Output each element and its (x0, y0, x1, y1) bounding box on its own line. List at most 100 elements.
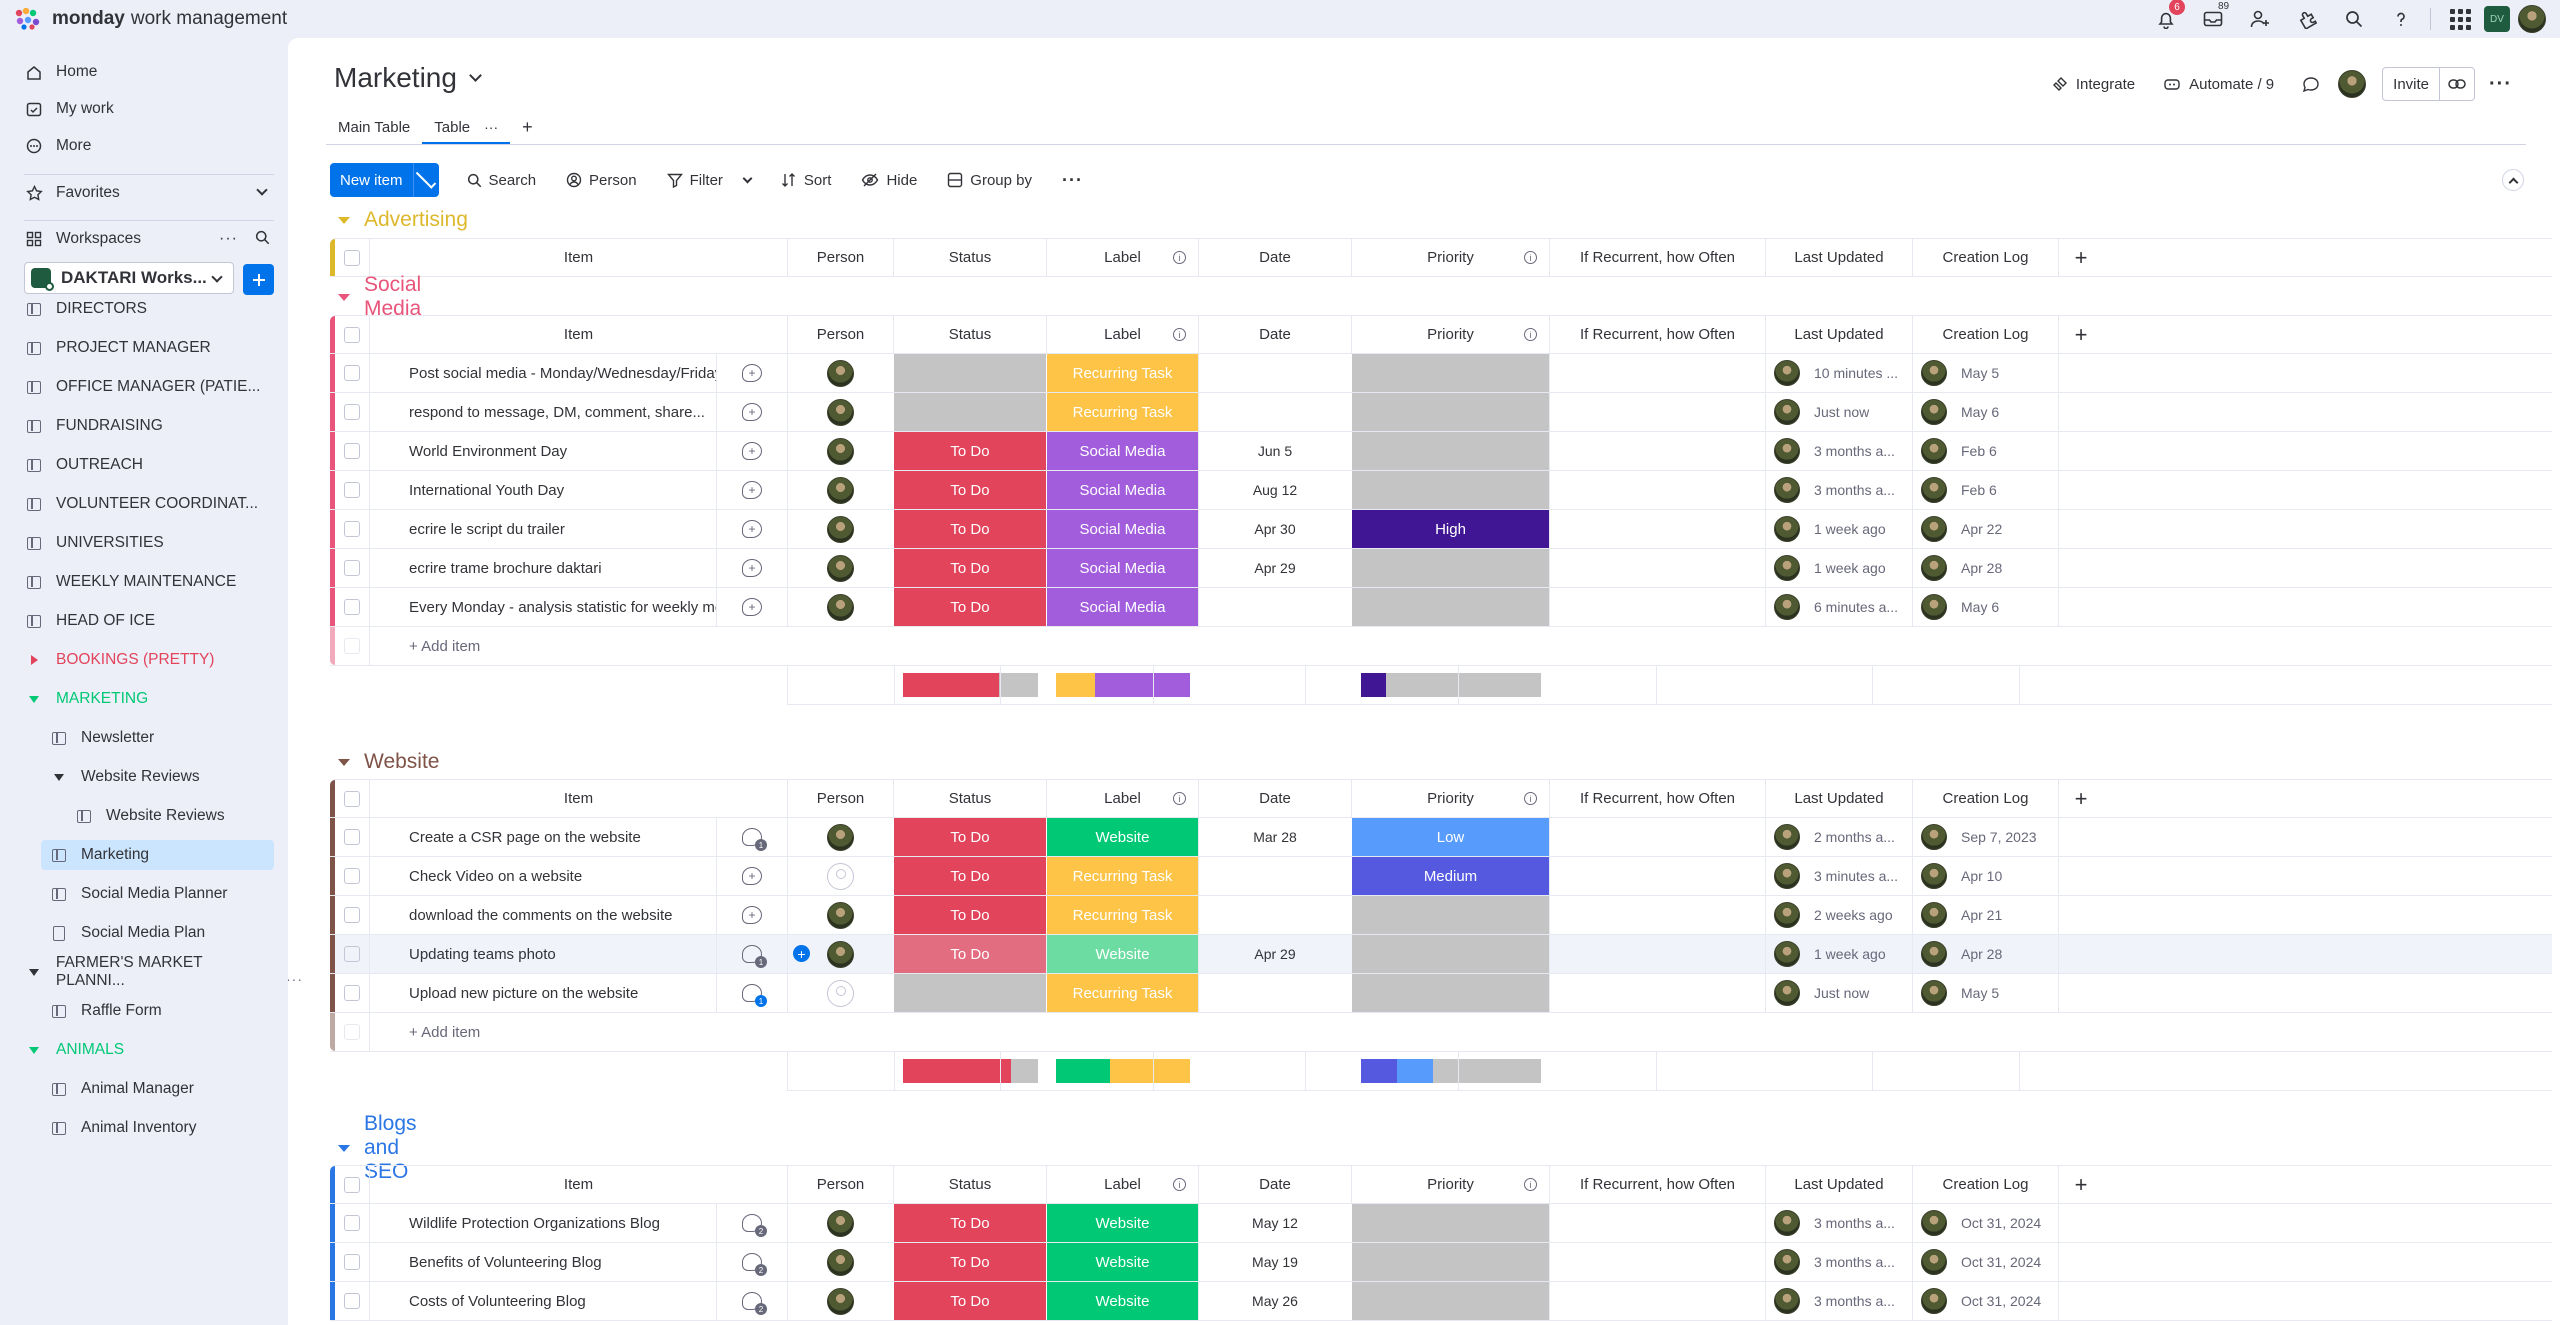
item-updates-cell[interactable]: 2 (716, 1204, 787, 1242)
priority-summary-bar[interactable] (1361, 673, 1541, 697)
invite-button[interactable]: Invite (2382, 67, 2476, 101)
add-update-icon[interactable]: + (742, 598, 762, 616)
date-cell[interactable] (1198, 857, 1351, 895)
person-cell[interactable] (787, 588, 893, 626)
item-name[interactable]: Costs of Volunteering Blog (369, 1282, 716, 1320)
column-header[interactable]: Status (893, 1166, 1046, 1203)
item-name[interactable]: Check Video on a website (369, 857, 716, 895)
sidebar-item[interactable]: Newsletter (49, 723, 274, 753)
date-cell[interactable]: May 19 (1198, 1243, 1351, 1281)
item-updates-cell[interactable]: + (716, 393, 787, 431)
column-header[interactable]: Status (893, 780, 1046, 817)
priority-summary-bar[interactable] (1361, 1059, 1541, 1083)
help-icon[interactable] (2377, 0, 2424, 38)
group-by-button[interactable]: Group by (947, 172, 1032, 189)
copy-link-icon[interactable] (2440, 78, 2474, 90)
item-name[interactable]: Post social media - Monday/Wednesday/Fri… (369, 354, 716, 392)
item-name[interactable]: Every Monday - analysis statistic for we… (369, 588, 716, 626)
person-cell[interactable] (787, 896, 893, 934)
label-pill[interactable]: Website (1047, 1204, 1198, 1242)
table-row[interactable]: Wildlife Protection Organizations Blog 2 T… (330, 1204, 2552, 1243)
person-cell[interactable] (787, 1243, 893, 1281)
item-name[interactable]: Benefits of Volunteering Blog (369, 1243, 716, 1281)
notifications-bell-icon[interactable]: 6 (2142, 0, 2189, 38)
tab-table[interactable]: Table ··· (422, 112, 511, 144)
status-pill[interactable]: To Do (894, 857, 1046, 895)
label-pill[interactable]: Recurring Task (1047, 896, 1198, 934)
item-updates-cell[interactable]: + (716, 354, 787, 392)
column-header[interactable]: Status (893, 239, 1046, 276)
label-pill[interactable]: Website (1047, 1282, 1198, 1320)
column-header[interactable]: Person (787, 239, 893, 276)
table-row[interactable]: Upload new picture on the website 1 Recurr… (330, 974, 2552, 1013)
recurrence-cell[interactable] (1549, 471, 1765, 509)
column-header[interactable]: Creation Log (1912, 316, 2058, 353)
person-cell[interactable] (787, 354, 893, 392)
sidebar-item[interactable]: PROJECT MANAGER (24, 333, 274, 363)
column-header[interactable]: Date (1198, 1166, 1351, 1203)
info-icon[interactable]: i (1524, 792, 1537, 805)
label-pill[interactable]: Recurring Task (1047, 857, 1198, 895)
sidebar-favorites[interactable]: Favorites (24, 178, 274, 208)
sidebar-item[interactable]: VOLUNTEER COORDINAT... (24, 489, 274, 519)
table-row[interactable]: Updating teams photo 1 + To Do Website Apr 29… (330, 935, 2552, 974)
table-row[interactable]: download the comments on the website + To … (330, 896, 2552, 935)
date-cell[interactable] (1198, 588, 1351, 626)
row-checkbox[interactable] (335, 935, 369, 973)
column-header[interactable]: Priority i (1351, 316, 1549, 353)
column-header[interactable]: Date (1198, 316, 1351, 353)
row-checkbox[interactable] (335, 393, 369, 431)
group-title[interactable]: Website (338, 748, 439, 776)
apps-marketplace-icon[interactable] (2283, 0, 2330, 38)
person-cell[interactable] (787, 935, 893, 973)
workspaces-search-icon[interactable] (255, 230, 270, 250)
recurrence-cell[interactable] (1549, 974, 1765, 1012)
recurrence-cell[interactable] (1549, 1243, 1765, 1281)
row-checkbox[interactable] (335, 1204, 369, 1242)
column-header[interactable]: If Recurrent, how Often (1549, 239, 1765, 276)
item-updates-cell[interactable]: 1 (716, 818, 787, 856)
status-pill[interactable]: To Do (894, 1282, 1046, 1320)
item-updates-cell[interactable]: 1 (716, 974, 787, 1012)
row-checkbox[interactable] (335, 818, 369, 856)
group-title[interactable]: Advertising (338, 206, 468, 234)
item-name[interactable]: Upload new picture on the website (369, 974, 716, 1012)
add-column-button[interactable]: + (2058, 780, 2103, 817)
status-summary-bar[interactable] (903, 673, 1038, 697)
column-header[interactable]: Last Updated (1765, 780, 1912, 817)
status-pill[interactable]: To Do (894, 1243, 1046, 1281)
table-row[interactable]: ecrire le script du trailer + To Do Social … (330, 510, 2552, 549)
date-cell[interactable]: May 12 (1198, 1204, 1351, 1242)
sidebar-item[interactable]: UNIVERSITIES (24, 528, 274, 558)
search-icon[interactable] (2330, 0, 2377, 38)
updates-icon[interactable] (2288, 67, 2334, 101)
date-cell[interactable]: Apr 29 (1198, 549, 1351, 587)
row-checkbox[interactable] (335, 432, 369, 470)
priority-pill[interactable] (1352, 1243, 1549, 1281)
info-icon[interactable]: i (1524, 1178, 1537, 1191)
automate-button[interactable]: Automate / 9 (2149, 67, 2288, 101)
table-row[interactable]: Check Video on a website + To Do Recurring … (330, 857, 2552, 896)
item-updates-cell[interactable]: + (716, 549, 787, 587)
table-row[interactable]: World Environment Day + To Do Social Media J… (330, 432, 2552, 471)
recurrence-cell[interactable] (1549, 510, 1765, 548)
info-icon[interactable]: i (1173, 251, 1186, 264)
status-pill[interactable] (894, 974, 1046, 1012)
add-update-icon[interactable]: + (742, 403, 762, 421)
recurrence-cell[interactable] (1549, 1204, 1765, 1242)
collapse-header-button[interactable] (2502, 169, 2524, 191)
status-pill[interactable]: To Do (894, 588, 1046, 626)
add-to-workspace-button[interactable] (243, 264, 274, 295)
person-cell[interactable] (787, 1282, 893, 1320)
date-cell[interactable]: May 26 (1198, 1282, 1351, 1320)
sidebar-item[interactable]: BOOKINGS (PRETTY) (24, 645, 274, 675)
recurrence-cell[interactable] (1549, 354, 1765, 392)
row-checkbox[interactable] (335, 471, 369, 509)
add-item-input[interactable]: + Add item (369, 627, 769, 665)
sidebar-item[interactable]: OUTREACH (24, 450, 274, 480)
item-name[interactable]: respond to message, DM, comment, share..… (369, 393, 716, 431)
group-title[interactable]: Social Media (338, 273, 421, 320)
item-name[interactable]: Wildlife Protection Organizations Blog (369, 1204, 716, 1242)
sidebar-my-work[interactable]: My work (24, 94, 274, 124)
person-cell[interactable] (787, 471, 893, 509)
